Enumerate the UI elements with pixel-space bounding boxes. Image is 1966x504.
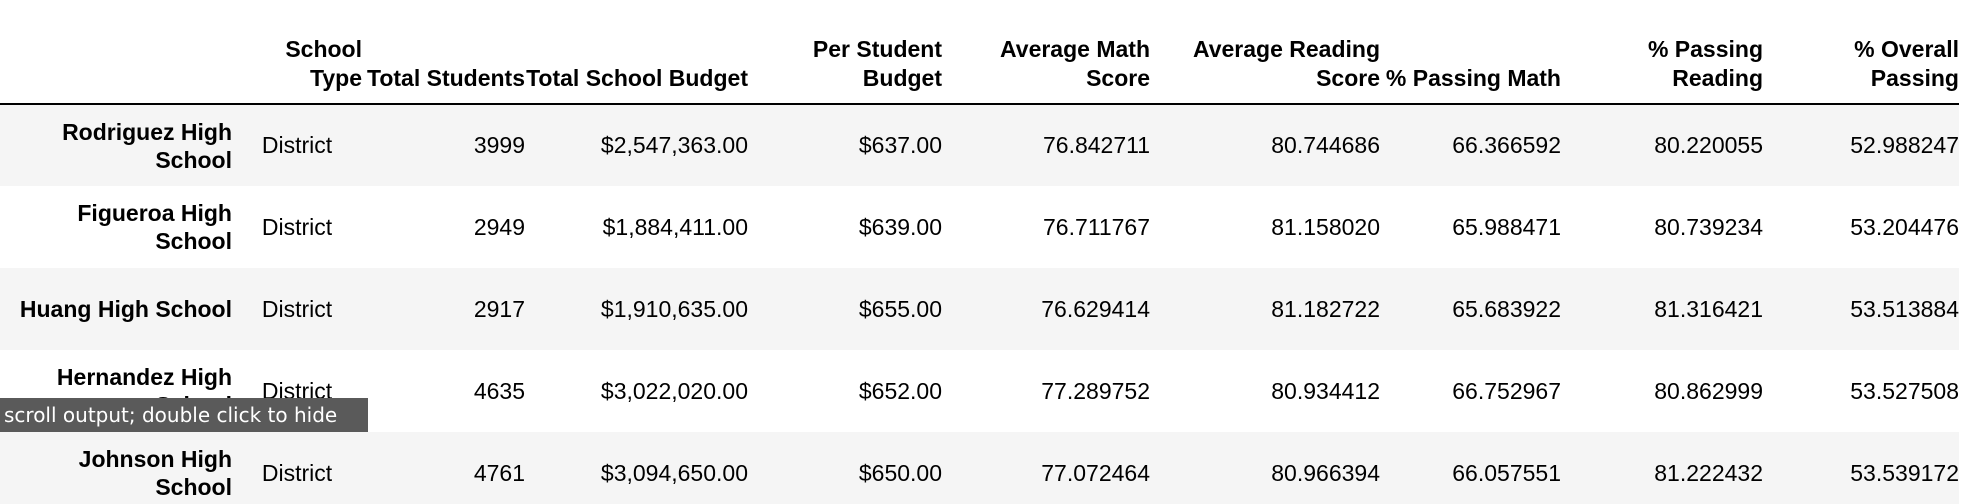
cell-total-school-budget: $1,884,411.00 (602, 213, 748, 240)
cell-percent-passing-reading: 80.862999 (1654, 377, 1763, 404)
cell-total-students: 2917 (473, 295, 525, 322)
row-index-school-name: Figueroa High School (77, 200, 232, 254)
row-index-school-name: Johnson High School (78, 446, 232, 500)
cell-average-math-score: 77.289752 (1041, 377, 1150, 404)
row-index-school-name: Huang High School (19, 296, 232, 322)
cell-percent-passing-reading: 81.316421 (1654, 295, 1763, 322)
cell-average-reading-score: 81.182722 (1271, 295, 1380, 322)
cell-per-student-budget: $639.00 (858, 213, 942, 240)
cell-total-school-budget: $3,022,020.00 (600, 377, 748, 404)
scroll-output-tooltip[interactable]: scroll output; double click to hide (0, 398, 368, 432)
column-header-school-type: School Type (232, 0, 362, 105)
header-row: School Type Total Students Total School … (0, 0, 1959, 105)
cell-school-type: District (261, 213, 333, 240)
cell-percent-passing-math: 65.683922 (1452, 295, 1561, 322)
column-header-total-students: Total Students (362, 0, 525, 105)
column-header-total-school-budget: Total School Budget (525, 0, 748, 105)
cell-average-reading-score: 81.158020 (1271, 213, 1380, 240)
cell-percent-passing-math: 65.988471 (1452, 213, 1561, 240)
cell-total-students: 2949 (473, 213, 525, 240)
cell-per-student-budget: $655.00 (858, 295, 942, 322)
column-header-percent-passing-reading: % Passing Reading (1561, 0, 1763, 105)
table-row: Huang High School District 2917 $1,910,6… (0, 268, 1959, 350)
cell-total-school-budget: $2,547,363.00 (600, 132, 748, 158)
cell-percent-overall-passing: 53.513884 (1850, 295, 1959, 322)
cell-percent-overall-passing: 53.204476 (1850, 213, 1959, 240)
cell-percent-passing-math: 66.752967 (1452, 377, 1561, 404)
cell-percent-passing-reading: 80.739234 (1654, 213, 1763, 240)
cell-total-school-budget: $1,910,635.00 (600, 295, 748, 322)
cell-average-reading-score: 80.966394 (1271, 459, 1380, 486)
cell-per-student-budget: $650.00 (858, 459, 942, 486)
cell-average-math-score: 76.711767 (1042, 213, 1150, 240)
cell-average-math-score: 77.072464 (1041, 459, 1150, 486)
column-header-per-student-budget: Per Student Budget (748, 0, 942, 105)
cell-per-student-budget: $652.00 (858, 377, 942, 404)
cell-total-students: 3999 (473, 132, 525, 158)
cell-total-students: 4635 (473, 377, 525, 404)
cell-percent-passing-math: 66.057551 (1452, 459, 1561, 486)
table-row: Rodriguez High School District 3999 $2,5… (0, 104, 1959, 186)
column-header-percent-overall-passing: % Overall Passing (1763, 0, 1959, 105)
cell-average-math-score: 76.629414 (1041, 295, 1150, 322)
cell-percent-passing-reading: 80.220055 (1654, 132, 1763, 158)
cell-school-type: District (261, 459, 333, 486)
column-header-average-reading-score: Average Reading Score (1150, 0, 1380, 105)
cell-average-reading-score: 80.744686 (1271, 132, 1380, 158)
table-row: Figueroa High School District 2949 $1,88… (0, 186, 1959, 268)
cell-school-type: District (261, 132, 333, 158)
row-index-school-name: Rodriguez High School (62, 118, 232, 173)
cell-percent-overall-passing: 53.527508 (1850, 377, 1959, 404)
index-header (0, 0, 232, 105)
cell-percent-overall-passing: 53.539172 (1850, 459, 1959, 486)
cell-percent-passing-reading: 81.222432 (1654, 459, 1763, 486)
table-row: Johnson High School District 4761 $3,094… (0, 432, 1959, 504)
cell-per-student-budget: $637.00 (858, 132, 942, 158)
cell-average-math-score: 76.842711 (1042, 132, 1150, 158)
column-header-percent-passing-math: % Passing Math (1380, 0, 1561, 105)
cell-average-reading-score: 80.934412 (1271, 377, 1380, 404)
cell-total-students: 4761 (473, 459, 525, 486)
column-header-average-math-score: Average Math Score (942, 0, 1150, 105)
cell-percent-passing-math: 66.366592 (1452, 132, 1561, 158)
cell-school-type: District (261, 295, 333, 322)
cell-total-school-budget: $3,094,650.00 (600, 459, 748, 486)
cell-percent-overall-passing: 52.988247 (1850, 132, 1959, 158)
